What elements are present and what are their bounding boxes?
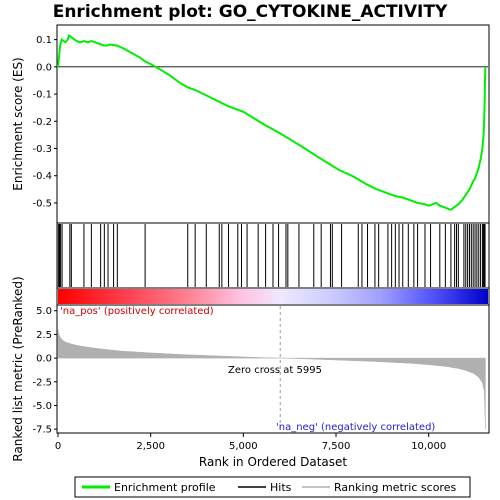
x-tick-label: 0 (55, 441, 61, 452)
metric-y-tick-label: -2.5 (32, 377, 52, 388)
x-tick-label: 2,500 (136, 441, 165, 452)
rank-colorbar (57, 288, 489, 305)
na-pos-annotation: 'na_pos' (positively correlated) (60, 306, 214, 317)
hits-panel (57, 223, 489, 288)
es-y-tick-label: 0.0 (36, 62, 52, 73)
es-y-tick-label: -0.4 (32, 171, 52, 182)
x-axis-label: Rank in Ordered Dataset (199, 455, 347, 469)
es-y-tick-label: -0.2 (32, 117, 52, 128)
ranked-metric-y-axis-label: Ranked list metric (PreRanked) (11, 276, 25, 461)
ranked-metric-panel: 5.0 2.5 0.0 -2.5 -5.0 -7.5 0 2,500 5,000 7,500 10… (11, 276, 489, 469)
x-tick-label: 5,000 (229, 441, 258, 452)
metric-y-tick-label: 2.5 (36, 330, 52, 341)
metric-y-tick-label: 5.0 (36, 306, 52, 317)
chart-title: Enrichment plot: GO_CYTOKINE_ACTIVITY (53, 2, 448, 22)
metric-y-tick-label: 0.0 (36, 354, 52, 365)
x-tick-label: 7,500 (322, 441, 351, 452)
enrichment-y-axis-label: Enrichment score (ES) (11, 57, 25, 190)
na-neg-annotation: 'na_neg' (negatively correlated) (276, 422, 435, 433)
es-y-tick-label: -0.1 (32, 90, 52, 101)
x-tick-label: 10,000 (411, 441, 446, 452)
legend-ranking-label: Ranking metric scores (334, 481, 456, 494)
legend: Enrichment profile Hits Ranking metric s… (75, 477, 470, 497)
metric-y-tick-label: -5.0 (32, 401, 52, 412)
enrichment-panel: 0.1 0.0 -0.1 -0.2 -0.3 -0.4 -0.5 Enrichment sc… (11, 25, 489, 223)
colorbar-gradient (58, 289, 488, 304)
es-y-tick-label: -0.5 (32, 198, 52, 209)
es-y-tick-label: 0.1 (36, 35, 52, 46)
legend-enrichment-label: Enrichment profile (114, 481, 216, 494)
zero-cross-annotation: Zero cross at 5995 (228, 365, 322, 376)
es-y-tick-label: -0.3 (32, 144, 52, 155)
metric-y-tick-label: -7.5 (32, 425, 52, 436)
legend-hits-label: Hits (270, 481, 292, 494)
enrichment-plot-area (57, 25, 489, 223)
